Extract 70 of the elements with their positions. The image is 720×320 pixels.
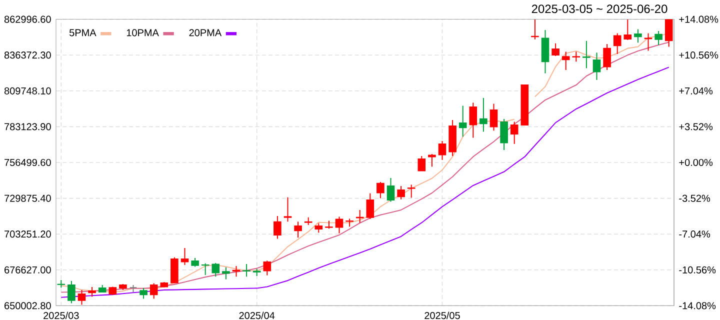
- candlestick: [469, 102, 478, 138]
- candlestick: [180, 248, 189, 266]
- y-tick-label: 836372.30: [4, 52, 51, 59]
- candlestick: [294, 221, 302, 238]
- candlestick: [458, 105, 467, 138]
- candlestick: [263, 260, 272, 276]
- candlestick: [212, 262, 220, 278]
- candlestick: [88, 286, 96, 298]
- candlestick: [284, 196, 292, 222]
- candlestick: [541, 30, 550, 74]
- candlestick: [572, 51, 580, 62]
- x-tick-label: 2025/03: [44, 312, 79, 320]
- y2-tick-label: -7.04%: [679, 230, 710, 238]
- legend-label: 20PMA: [189, 29, 222, 36]
- y2-tick-label: +14.08%: [679, 16, 718, 23]
- y2-tick-label: -3.52%: [679, 194, 710, 202]
- y2-tick-label: +7.04%: [679, 87, 713, 94]
- legend-label: 5PMA: [69, 29, 96, 36]
- candlestick: [150, 282, 158, 300]
- candlestick: [335, 216, 344, 234]
- candlestick: [562, 51, 570, 70]
- candlestick: [78, 289, 86, 306]
- candlestick: [274, 216, 282, 240]
- candlestick: [613, 32, 622, 54]
- candlestick: [386, 177, 395, 202]
- candlestick: [418, 156, 426, 172]
- y2-tick-label: -14.08%: [679, 302, 716, 310]
- y-tick-label: 862996.60: [4, 16, 51, 23]
- candlestick: [582, 40, 590, 69]
- y-tick-label: 729875.40: [4, 194, 51, 202]
- candlestick: [644, 32, 652, 52]
- candlestick: [603, 44, 611, 70]
- candlestick: [376, 181, 384, 199]
- y2-tick-label: +0.00%: [679, 158, 713, 166]
- candlestick: [170, 256, 178, 284]
- candlestick: [490, 103, 498, 132]
- candlestick: [624, 19, 632, 40]
- y2-tick-label: +3.52%: [679, 123, 713, 130]
- legend-label: 10PMA: [126, 29, 159, 36]
- x-tick-label: 2025/05: [424, 312, 460, 320]
- candlestick: [592, 52, 601, 80]
- y-tick-label: 783123.90: [4, 123, 51, 130]
- candlestick: [68, 280, 76, 304]
- candlestick: [232, 266, 240, 278]
- y-tick-label: 650002.80: [4, 302, 51, 310]
- candlestick: [222, 266, 230, 280]
- candlestick: [552, 42, 560, 56]
- candlestick: [314, 222, 323, 234]
- candlestick: [407, 184, 416, 198]
- y2-tick-label: -10.56%: [679, 266, 716, 274]
- candlestick: [140, 287, 148, 300]
- candlestick: [397, 186, 405, 200]
- candlestick: [356, 209, 364, 224]
- candlestick: [634, 28, 642, 44]
- candlestick: [438, 140, 446, 160]
- y2-tick-label: +10.56%: [679, 52, 718, 59]
- x-tick-label: 2025/04: [239, 312, 275, 320]
- y-tick-label: 756499.60: [4, 158, 51, 166]
- candlestick: [654, 30, 662, 46]
- candlestick: [480, 97, 488, 132]
- candlestick: [201, 262, 210, 276]
- y-tick-label: 676627.00: [4, 266, 51, 274]
- candlestick: [428, 154, 436, 168]
- candlestick: [500, 118, 508, 150]
- chart-subtitle: 2025-03-05 ~ 2025-06-20: [532, 4, 668, 14]
- candlestick: [366, 192, 374, 220]
- candlestick: [510, 121, 518, 144]
- candlestick: [242, 264, 250, 278]
- y-tick-label: 809748.10: [4, 87, 51, 94]
- y-tick-label: 703251.20: [4, 230, 51, 238]
